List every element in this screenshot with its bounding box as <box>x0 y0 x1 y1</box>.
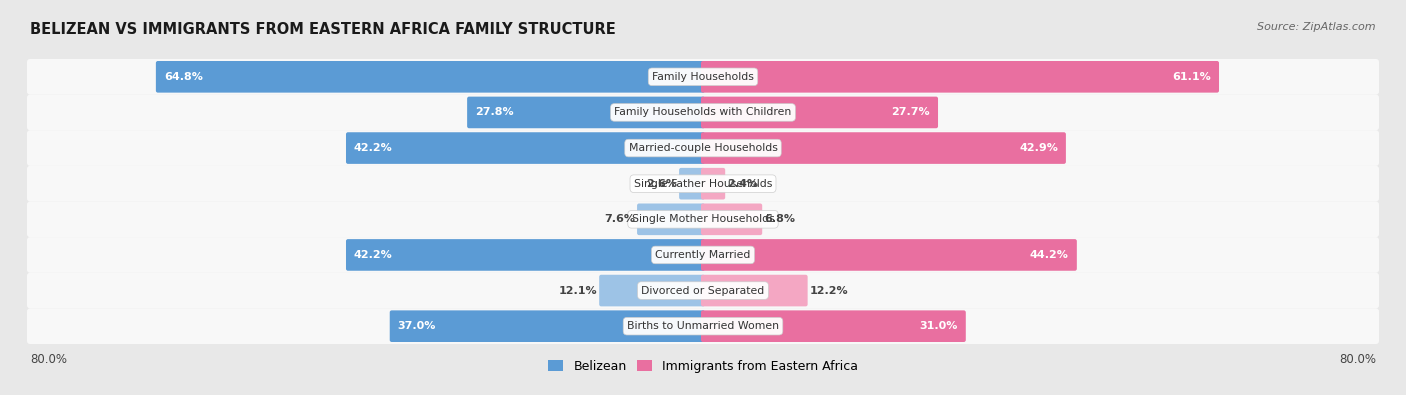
FancyBboxPatch shape <box>702 168 725 199</box>
Text: 61.1%: 61.1% <box>1173 72 1211 82</box>
Text: 44.2%: 44.2% <box>1031 250 1069 260</box>
Text: 27.8%: 27.8% <box>475 107 513 117</box>
Text: 37.0%: 37.0% <box>398 321 436 331</box>
Text: 80.0%: 80.0% <box>30 353 67 366</box>
FancyBboxPatch shape <box>702 275 807 307</box>
Text: Family Households with Children: Family Households with Children <box>614 107 792 117</box>
FancyBboxPatch shape <box>346 132 704 164</box>
FancyBboxPatch shape <box>389 310 704 342</box>
FancyBboxPatch shape <box>702 310 966 342</box>
FancyBboxPatch shape <box>702 132 1066 164</box>
FancyBboxPatch shape <box>27 237 1379 273</box>
Text: Divorced or Separated: Divorced or Separated <box>641 286 765 295</box>
FancyBboxPatch shape <box>27 308 1379 344</box>
Text: Single Mother Households: Single Mother Households <box>631 214 775 224</box>
FancyBboxPatch shape <box>346 239 704 271</box>
FancyBboxPatch shape <box>637 203 704 235</box>
FancyBboxPatch shape <box>27 273 1379 308</box>
FancyBboxPatch shape <box>467 97 704 128</box>
Text: 80.0%: 80.0% <box>1339 353 1376 366</box>
FancyBboxPatch shape <box>27 95 1379 130</box>
FancyBboxPatch shape <box>702 61 1219 92</box>
Text: 42.2%: 42.2% <box>354 250 392 260</box>
FancyBboxPatch shape <box>156 61 704 92</box>
FancyBboxPatch shape <box>702 97 938 128</box>
FancyBboxPatch shape <box>679 168 704 199</box>
FancyBboxPatch shape <box>27 59 1379 95</box>
Text: 12.2%: 12.2% <box>810 286 848 295</box>
Text: Births to Unmarried Women: Births to Unmarried Women <box>627 321 779 331</box>
Text: Currently Married: Currently Married <box>655 250 751 260</box>
FancyBboxPatch shape <box>27 166 1379 201</box>
Text: 12.1%: 12.1% <box>558 286 598 295</box>
Text: 2.4%: 2.4% <box>727 179 758 189</box>
Text: 42.9%: 42.9% <box>1019 143 1057 153</box>
Text: 31.0%: 31.0% <box>920 321 957 331</box>
Text: Family Households: Family Households <box>652 72 754 82</box>
Text: Single Father Households: Single Father Households <box>634 179 772 189</box>
FancyBboxPatch shape <box>702 239 1077 271</box>
FancyBboxPatch shape <box>27 130 1379 166</box>
FancyBboxPatch shape <box>27 201 1379 237</box>
Text: Source: ZipAtlas.com: Source: ZipAtlas.com <box>1257 22 1376 32</box>
FancyBboxPatch shape <box>599 275 704 307</box>
Text: 2.6%: 2.6% <box>647 179 678 189</box>
Text: 7.6%: 7.6% <box>605 214 636 224</box>
FancyBboxPatch shape <box>702 203 762 235</box>
Text: 42.2%: 42.2% <box>354 143 392 153</box>
Text: 64.8%: 64.8% <box>165 72 202 82</box>
Text: 27.7%: 27.7% <box>891 107 929 117</box>
Text: Married-couple Households: Married-couple Households <box>628 143 778 153</box>
Text: BELIZEAN VS IMMIGRANTS FROM EASTERN AFRICA FAMILY STRUCTURE: BELIZEAN VS IMMIGRANTS FROM EASTERN AFRI… <box>30 22 616 37</box>
Legend: Belizean, Immigrants from Eastern Africa: Belizean, Immigrants from Eastern Africa <box>548 360 858 373</box>
Text: 6.8%: 6.8% <box>765 214 796 224</box>
